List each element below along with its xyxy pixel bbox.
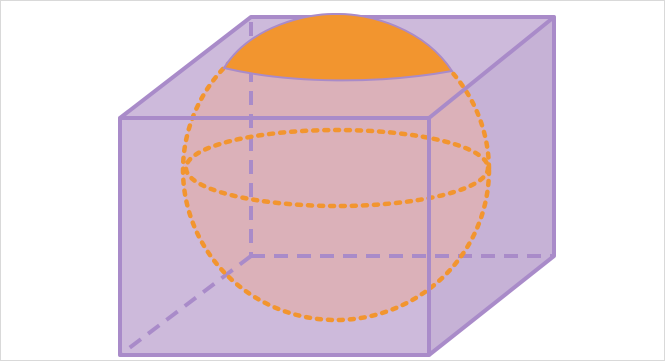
- sphere-in-cube-diagram: [0, 0, 665, 361]
